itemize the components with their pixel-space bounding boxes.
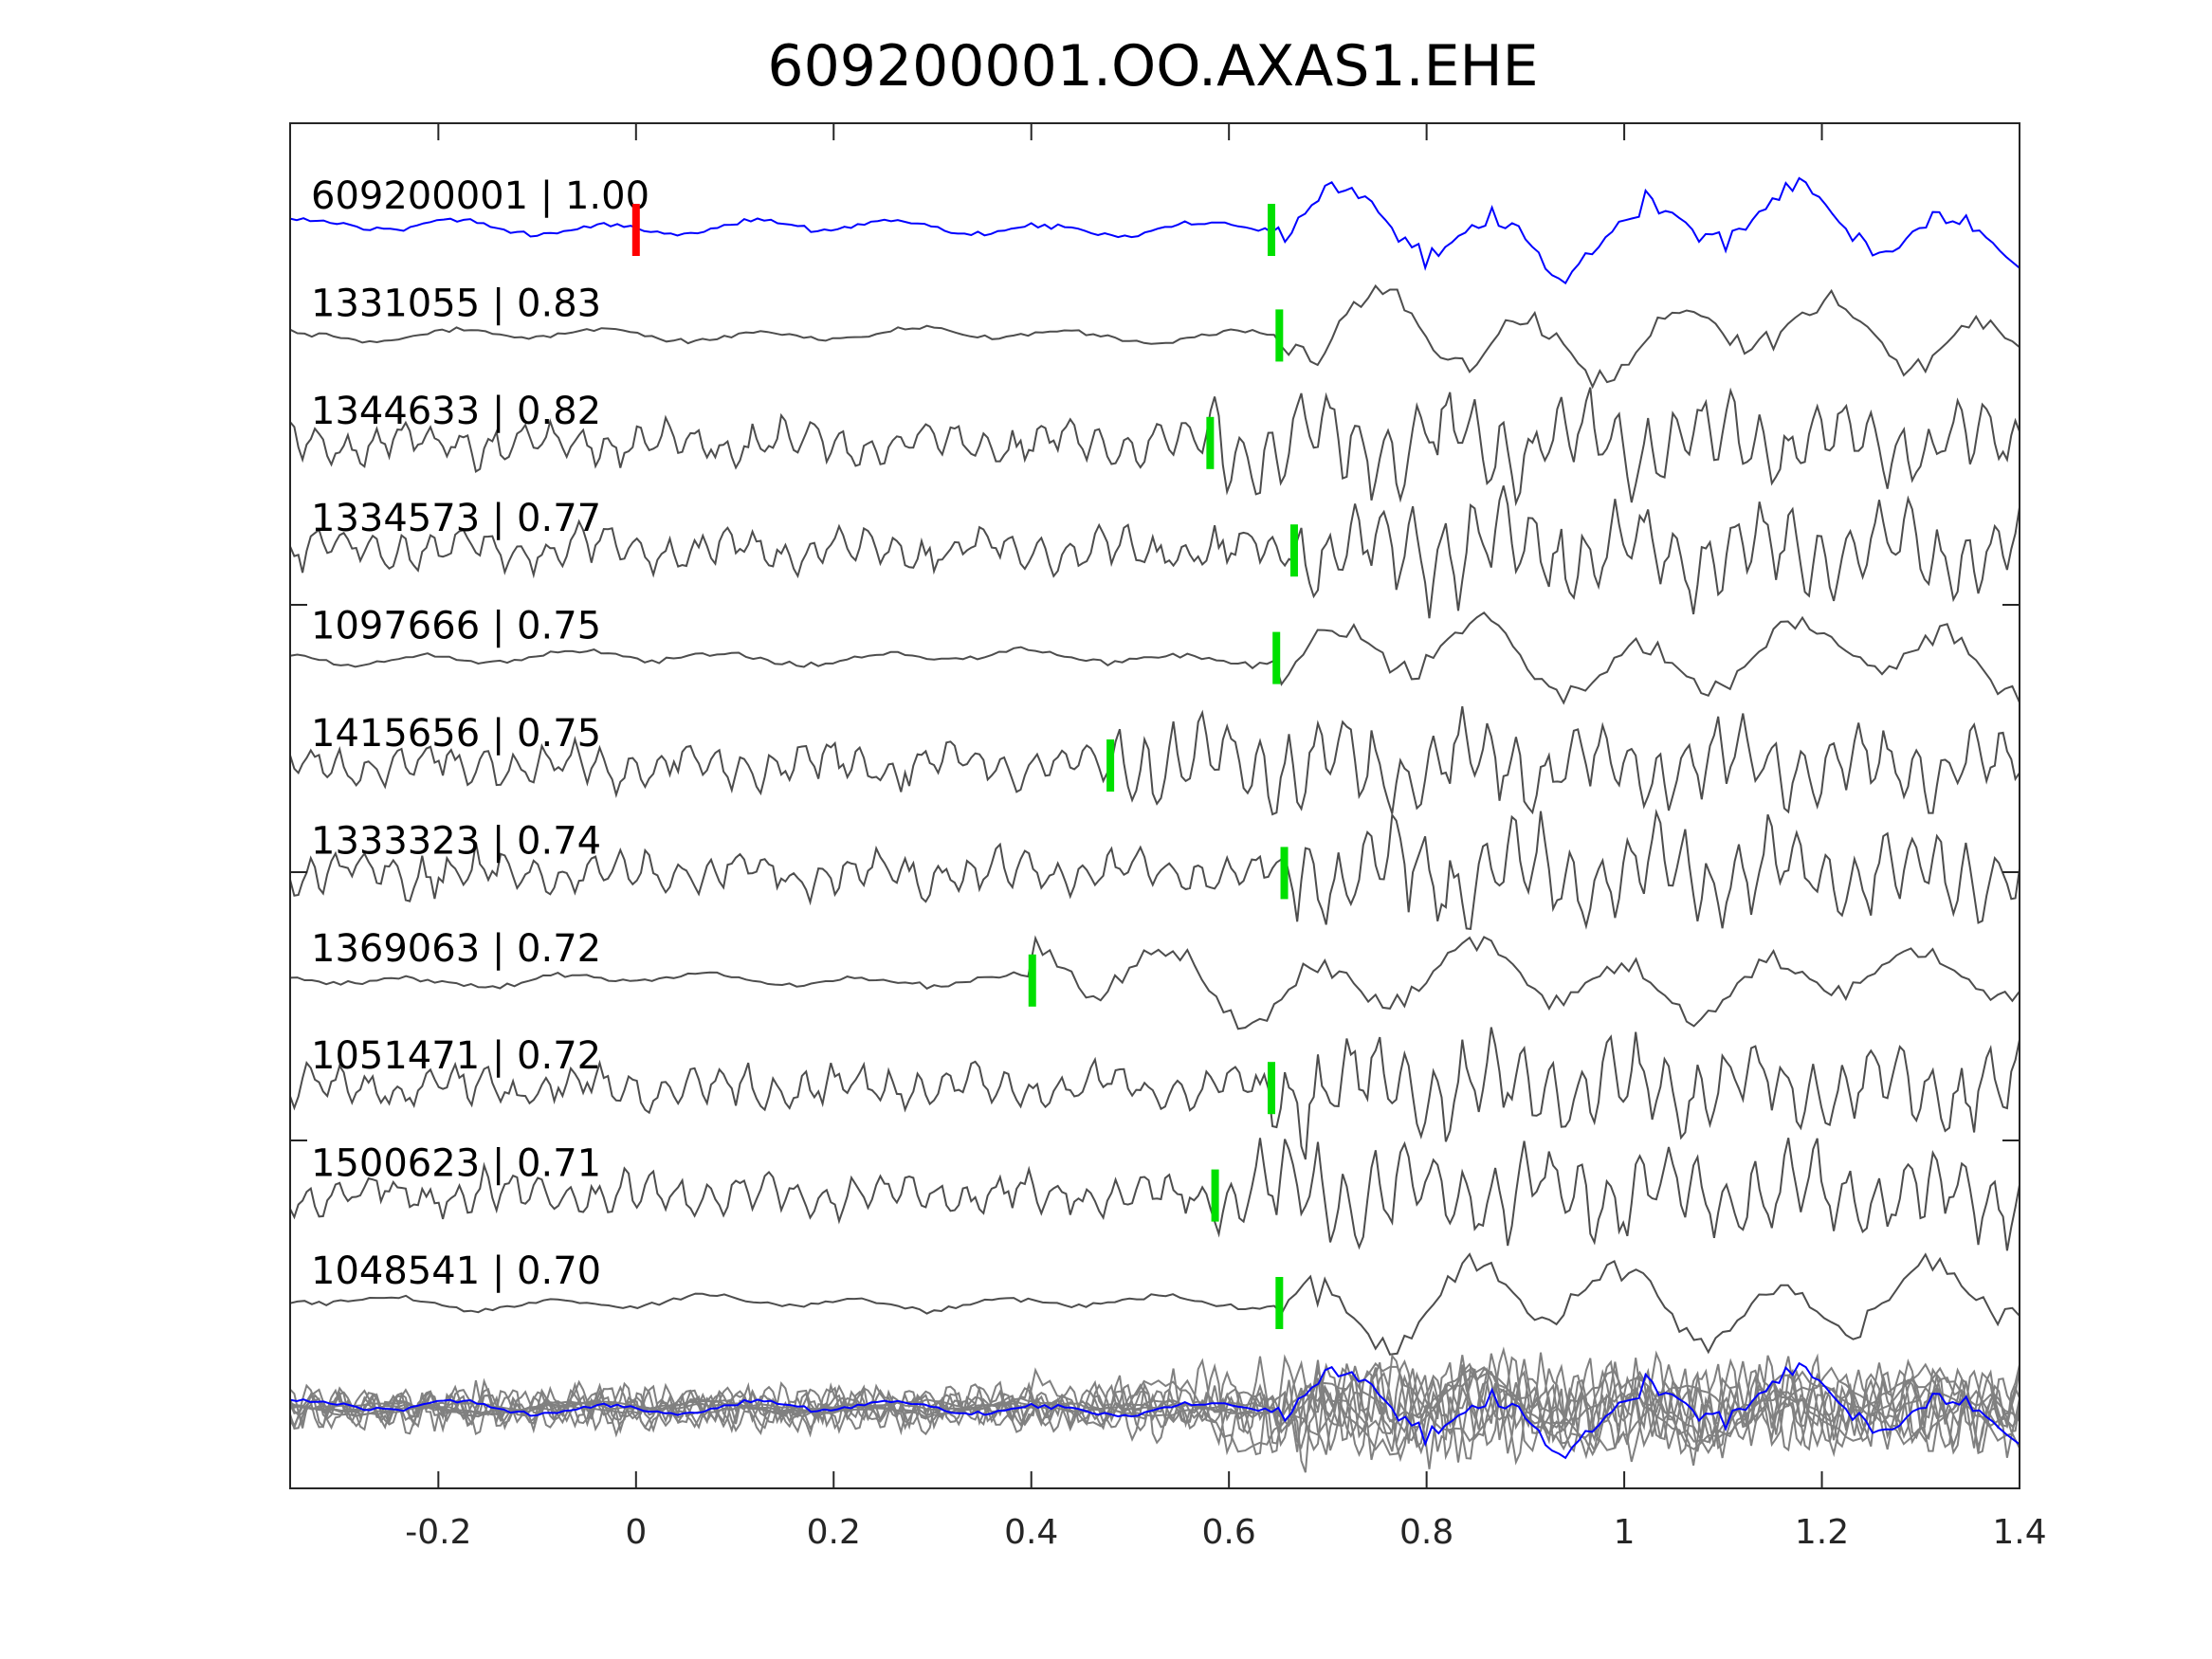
x-tick-label: 0.8 [1399, 1513, 1453, 1552]
pick-marker [1267, 1062, 1275, 1115]
axes-box [289, 122, 2020, 1489]
trace-label: 1048541 | 0.70 [311, 1249, 601, 1293]
trace-label: 1333323 | 0.74 [311, 819, 601, 863]
x-tick-label: -0.2 [405, 1513, 471, 1552]
trace-1048541 [289, 1252, 2020, 1356]
x-tick-label: 1 [1614, 1513, 1636, 1552]
trace-label: 1500623 | 0.71 [311, 1142, 601, 1186]
trace-label: 1097666 | 0.75 [311, 605, 601, 648]
pick-marker [1289, 524, 1298, 577]
trace-label: 1051471 | 0.72 [311, 1034, 601, 1078]
x-tick-label: 0.6 [1202, 1513, 1256, 1552]
pick-marker [1267, 204, 1275, 256]
trace-label: 1415656 | 0.75 [311, 712, 601, 756]
chart-title: 609200001.OO.AXAS1.EHE [767, 33, 1538, 100]
trace-1334573 [289, 485, 2020, 619]
trace-label: 1369063 | 0.72 [311, 927, 601, 971]
trace-1369063 [289, 935, 2020, 1030]
trace-1331055 [289, 283, 2020, 390]
pick-marker [1275, 1277, 1284, 1329]
pick-marker [1028, 954, 1036, 1007]
pick-marker [1211, 1169, 1219, 1222]
pick-marker [1106, 739, 1115, 792]
pick-marker [1272, 631, 1281, 684]
stack-trace [289, 1353, 2020, 1473]
trace-1344633 [289, 387, 2020, 507]
stack-reference-trace [289, 1361, 2020, 1460]
x-tick-label: 1.4 [1992, 1513, 2046, 1552]
x-tick-label: 0.2 [807, 1513, 861, 1552]
pick-marker [1280, 847, 1289, 900]
x-tick-label: 0.4 [1004, 1513, 1058, 1552]
x-tick-label: 0 [625, 1513, 647, 1552]
trace-label: 609200001 | 1.00 [311, 174, 649, 218]
reference-pick-marker [631, 204, 640, 256]
pick-marker [1206, 416, 1215, 469]
trace-1097666 [289, 611, 2020, 705]
trace-1500623 [289, 1138, 2020, 1251]
trace-1333323 [289, 808, 2020, 930]
trace-609200001 [289, 176, 2020, 285]
stack-trace [289, 1367, 2020, 1453]
x-tick-label: 1.2 [1795, 1513, 1849, 1552]
trace-label: 1334573 | 0.77 [311, 497, 601, 540]
trace-label: 1331055 | 0.83 [311, 282, 601, 325]
trace-label: 1344633 | 0.82 [311, 390, 601, 433]
x-axis: -0.2 0 0.2 0.4 0.6 0.8 1 1.2 1.4 [290, 123, 2047, 1552]
pick-marker [1275, 309, 1284, 362]
stack-trace [289, 1355, 2020, 1454]
stack-trace [289, 1346, 2020, 1469]
trace-1415656 [289, 705, 2020, 816]
traces-group: 609200001 | 1.00 1331055 | 0.83 1344633 | … [289, 174, 2020, 1473]
trace-1051471 [289, 1027, 2020, 1160]
